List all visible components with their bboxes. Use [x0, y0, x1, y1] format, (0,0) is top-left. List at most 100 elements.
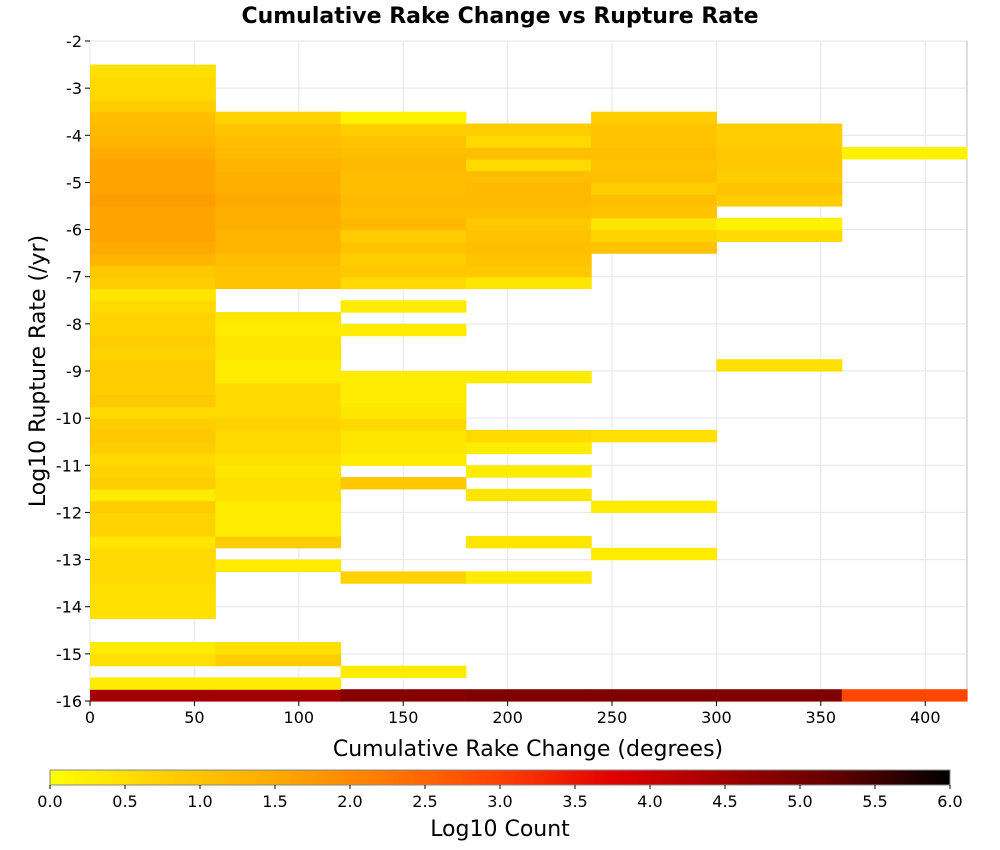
colorbar-tick-label: 2.0 [337, 792, 362, 811]
heatmap-cell [465, 182, 592, 195]
colorbar-tick-label: 5.5 [862, 792, 887, 811]
heatmap-cell [90, 559, 216, 572]
heatmap-cell [340, 135, 467, 148]
heatmap-cell [90, 453, 216, 466]
y-tick-label: -5 [66, 173, 82, 192]
y-tick-label: -14 [56, 598, 82, 617]
heatmap-cell [465, 147, 592, 160]
heatmap-cell [340, 429, 467, 443]
heatmap-cell [215, 642, 342, 655]
heatmap-cell [215, 394, 342, 407]
heatmap-cell [340, 323, 467, 337]
heatmap-cell [90, 359, 216, 372]
heatmap-cell [215, 512, 342, 525]
heatmap-cell [90, 512, 216, 525]
heatmap-cell [465, 441, 592, 455]
heatmap-cell [215, 158, 342, 172]
heatmap-cell [90, 465, 216, 478]
y-tick-label: -9 [66, 362, 82, 381]
heatmap-cell [215, 111, 342, 125]
heatmap-cell [215, 123, 342, 136]
heatmap-cell [465, 488, 592, 502]
heatmap-cell [90, 536, 216, 549]
heatmap-cell [90, 147, 216, 160]
heatmap-cell [90, 76, 216, 89]
heatmap-cell [90, 606, 216, 620]
colorbar-tick-label: 3.0 [487, 792, 512, 811]
heatmap-cell [90, 170, 216, 184]
y-tick-label: -8 [66, 315, 82, 334]
heatmap-cell [90, 194, 216, 207]
heatmap-cell [90, 111, 216, 125]
x-axis-ticks: 0 50 100 150 200 250 300 350 400 [85, 701, 941, 727]
heatmap-cell [90, 406, 216, 419]
heatmap-cell [90, 312, 216, 325]
heatmap-cell [90, 182, 216, 195]
colorbar-tick-label: 0.5 [112, 792, 137, 811]
heatmap-cell [465, 206, 592, 219]
heatmap-cell [340, 665, 467, 679]
heatmap-cell [591, 123, 718, 136]
heatmap-cell [215, 264, 342, 278]
heatmap-cell [340, 217, 467, 231]
heatmap-cell [716, 147, 843, 160]
heatmap-cell [90, 288, 216, 301]
heatmap-cell [90, 500, 216, 514]
heatmap-cell [340, 406, 467, 419]
heatmap-cell [215, 335, 342, 349]
heatmap-cell [591, 147, 718, 160]
heatmap-cell [215, 418, 342, 431]
heatmap-cell [591, 158, 718, 172]
heatmap-cell [215, 677, 342, 690]
y-tick-label: -15 [56, 645, 82, 664]
heatmap-cell [591, 194, 718, 207]
heatmap-cell [90, 642, 216, 655]
heatmap-cell [340, 276, 467, 290]
heatmap-cell [215, 524, 342, 537]
heatmap-cell [90, 394, 216, 407]
heatmap-cell [465, 465, 592, 478]
heatmap-cell [90, 323, 216, 337]
x-tick-label: 250 [597, 708, 628, 727]
heatmap-cell [591, 429, 718, 443]
heatmap-cell [716, 123, 843, 136]
y-tick-label: -13 [56, 551, 82, 570]
heatmap-cell [340, 441, 467, 455]
heatmap-cell [215, 429, 342, 443]
heatmap-cell [90, 135, 216, 148]
heatmap-cell [215, 488, 342, 502]
y-tick-label: -4 [66, 126, 82, 145]
heatmap-cell [716, 359, 843, 372]
heatmap-cell [215, 536, 342, 549]
heatmap-cell [90, 583, 216, 596]
x-tick-label: 200 [492, 708, 523, 727]
x-tick-label: 400 [910, 708, 941, 727]
heatmap-cell [340, 158, 467, 172]
heatmap-cell [591, 689, 718, 702]
heatmap-cell [90, 547, 216, 561]
heatmap-cell [90, 524, 216, 537]
heatmap-cell [215, 276, 342, 290]
heatmap-cell [90, 347, 216, 360]
heatmap-cell [465, 123, 592, 136]
heatmap-cell [215, 194, 342, 207]
heatmap-cell [841, 689, 968, 702]
heatmap-cell [215, 500, 342, 514]
heatmap-cells [90, 64, 968, 702]
heatmap-cell [340, 170, 467, 184]
x-tick-label: 50 [184, 708, 204, 727]
colorbar-tick-label: 4.0 [637, 792, 662, 811]
x-tick-label: 0 [85, 708, 95, 727]
heatmap-cell [591, 206, 718, 219]
heatmap-cell [90, 477, 216, 490]
heatmap-cell [215, 182, 342, 195]
heatmap-cell [215, 253, 342, 266]
heatmap-cell [215, 653, 342, 667]
colorbar-tick-label: 4.5 [712, 792, 737, 811]
chart-title: Cumulative Rake Change vs Rupture Rate [241, 4, 758, 29]
heatmap-cell [215, 170, 342, 184]
heatmap-cell [465, 217, 592, 231]
heatmap-cell [215, 689, 342, 702]
heatmap-cell [465, 241, 592, 254]
